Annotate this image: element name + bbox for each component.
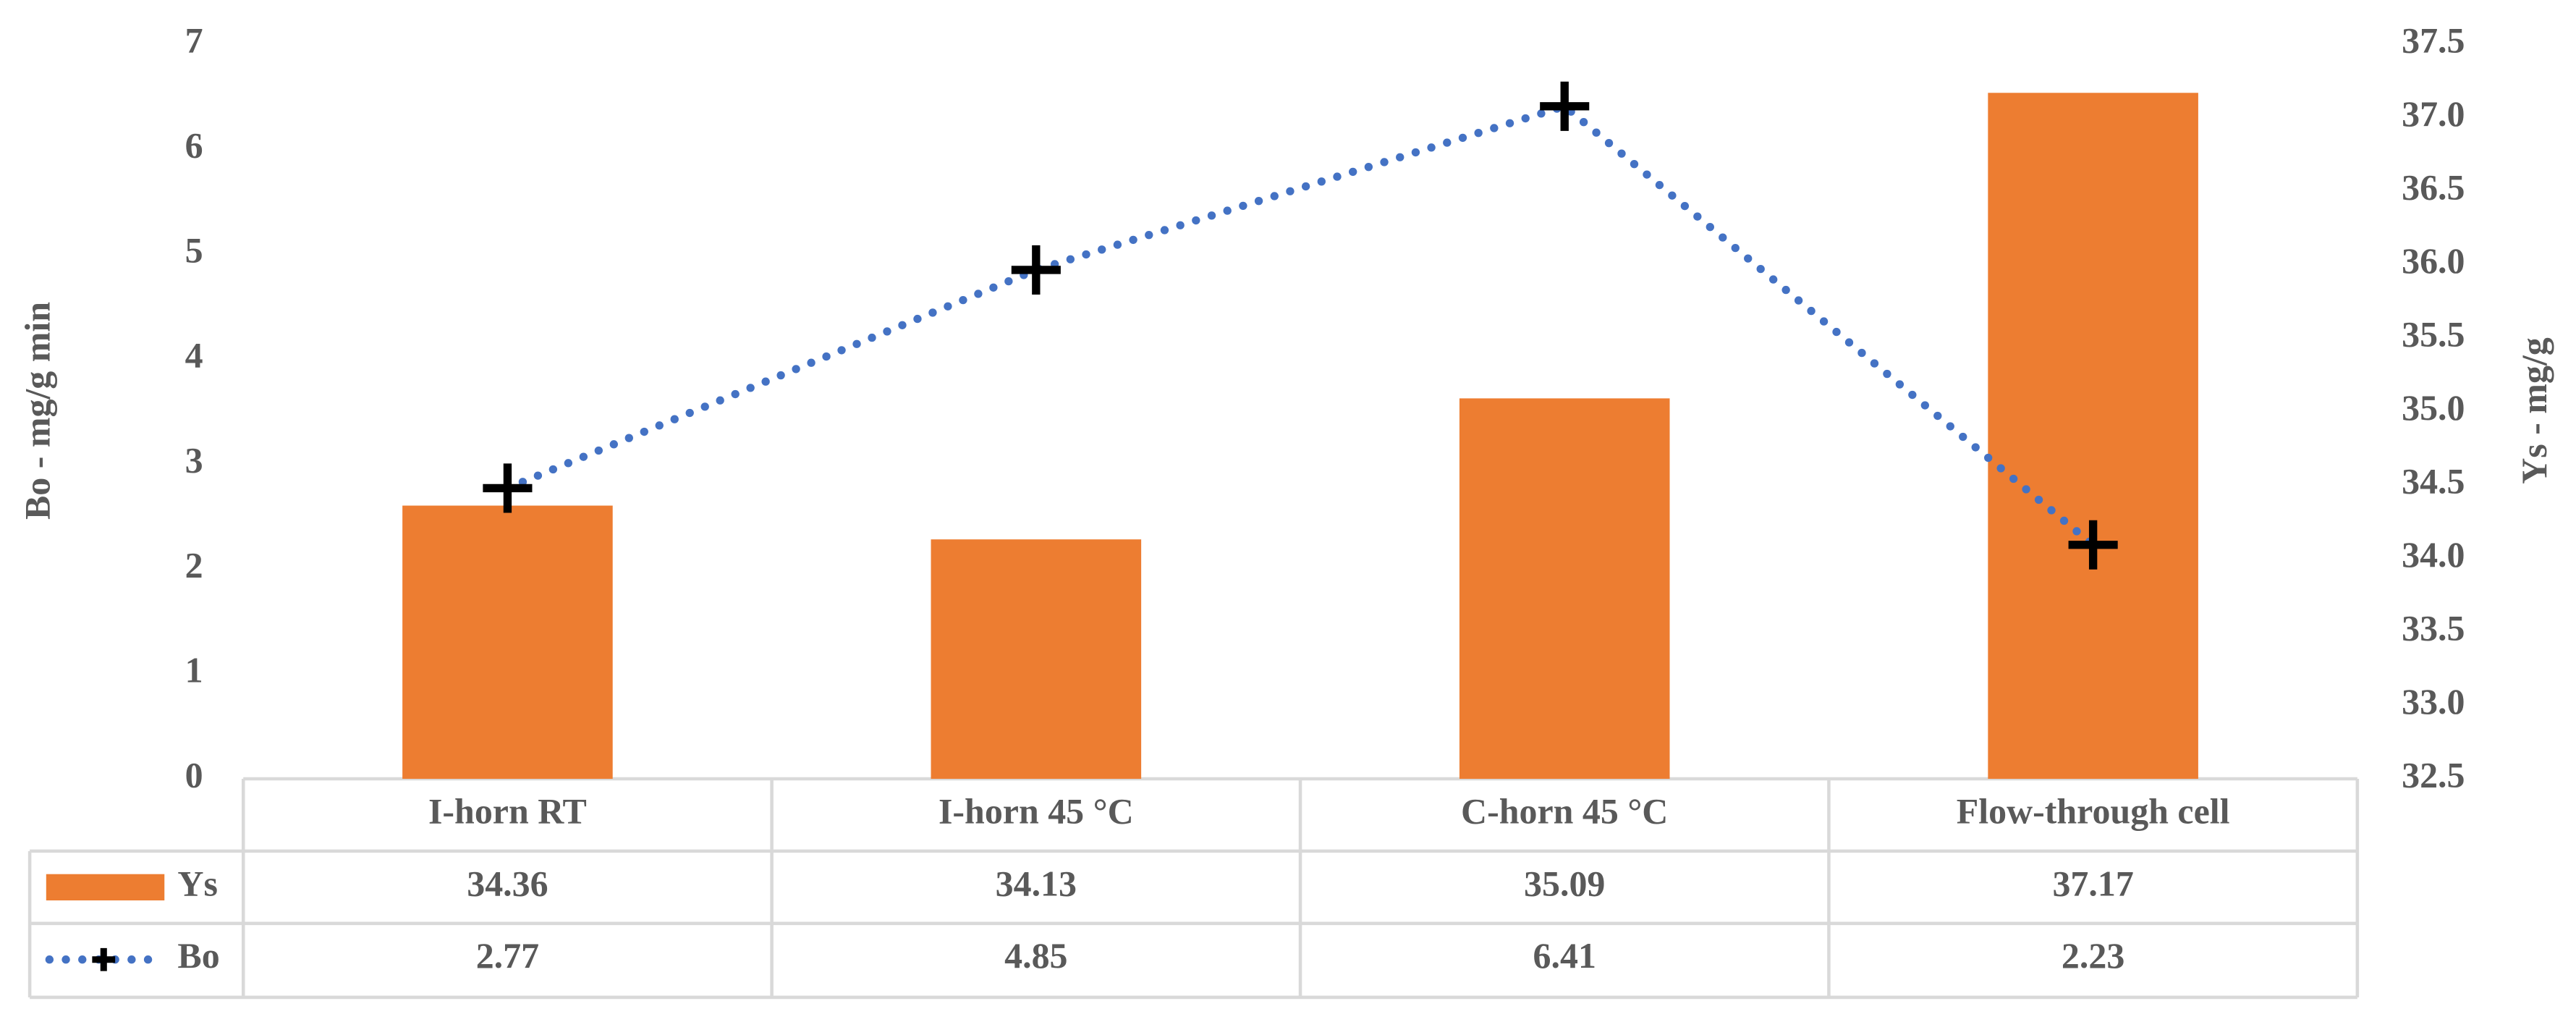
y2-tick-label: 35.5 bbox=[2402, 314, 2465, 355]
bar bbox=[402, 505, 613, 780]
marker bbox=[483, 463, 533, 513]
y2-tick-label: 34.5 bbox=[2402, 461, 2465, 502]
y2-tick-label: 37.5 bbox=[2402, 20, 2465, 61]
bar bbox=[1988, 93, 2198, 780]
y-tick-label: 7 bbox=[185, 20, 203, 61]
table-value: 6.41 bbox=[1533, 935, 1596, 976]
y-tick-label: 2 bbox=[185, 545, 203, 586]
marker bbox=[1540, 81, 1590, 131]
legend-label: Bo bbox=[177, 935, 219, 976]
y2-tick-label: 32.5 bbox=[2402, 754, 2465, 795]
line bbox=[503, 101, 2098, 549]
y-tick-label: 6 bbox=[185, 125, 203, 166]
table-value: 4.85 bbox=[1004, 935, 1067, 976]
y-tick-label: 5 bbox=[185, 230, 203, 271]
y2-tick-label: 33.0 bbox=[2402, 681, 2465, 722]
y2-tick-label: 36.5 bbox=[2402, 167, 2465, 208]
y2-tick-label: 34.0 bbox=[2402, 534, 2465, 575]
y2-tick-label: 35.0 bbox=[2402, 387, 2465, 428]
marker bbox=[2068, 520, 2118, 570]
table-value: 34.36 bbox=[467, 863, 548, 903]
legend-label: Ys bbox=[177, 863, 217, 903]
y2-tick-label: 37.0 bbox=[2402, 93, 2465, 134]
table-value: 34.13 bbox=[996, 863, 1077, 903]
bar bbox=[1459, 398, 1670, 780]
x-tick-label: Flow-through cell bbox=[1957, 790, 2230, 831]
y-tick-label: 1 bbox=[185, 650, 203, 691]
table-value: 35.09 bbox=[1524, 863, 1605, 903]
y-tick-label: 3 bbox=[185, 440, 203, 481]
table-value: 37.17 bbox=[2052, 863, 2133, 903]
legend-swatch bbox=[46, 874, 165, 901]
y-tick-label: 4 bbox=[185, 335, 203, 376]
y2-axis-title: Ys - mg/g bbox=[2514, 337, 2554, 484]
legend-marker bbox=[92, 947, 116, 971]
table-value: 2.23 bbox=[2062, 935, 2124, 976]
y-tick-label: 0 bbox=[185, 754, 203, 795]
y2-tick-label: 36.0 bbox=[2402, 240, 2465, 281]
y-axis-title: Bo - mg/g min bbox=[17, 302, 57, 520]
y2-tick-label: 33.5 bbox=[2402, 608, 2465, 649]
x-tick-label: I-horn 45 °C bbox=[939, 790, 1134, 831]
x-tick-label: I-horn RT bbox=[428, 790, 587, 831]
bar bbox=[931, 539, 1142, 780]
x-tick-label: C-horn 45 °C bbox=[1461, 790, 1668, 831]
table-value: 2.77 bbox=[476, 935, 539, 976]
marker bbox=[1011, 245, 1061, 295]
